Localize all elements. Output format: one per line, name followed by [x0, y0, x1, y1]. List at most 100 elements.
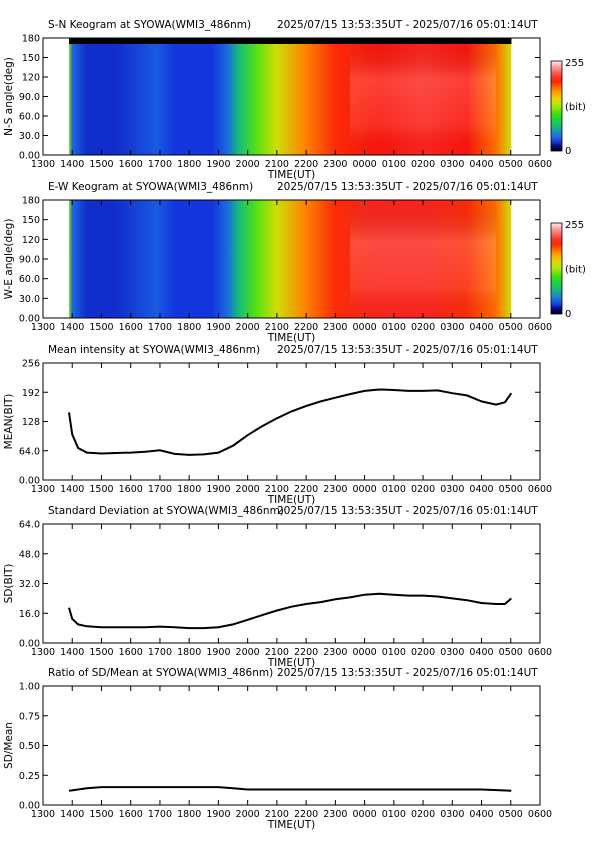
keogram-bright-core — [349, 38, 497, 155]
y-tick-label: 0.75 — [19, 711, 40, 722]
keogram-bright-core — [349, 200, 497, 318]
y-tick-label: 0.00 — [19, 151, 40, 162]
x-tick-label: 2100 — [265, 809, 289, 820]
colorbar-min-label: 0 — [565, 309, 571, 320]
panel-5: Ratio of SD/Mean at SYOWA(WMI3_486nm) 202… — [3, 667, 552, 831]
x-tick-label: 1700 — [148, 322, 172, 333]
x-tick-label: 1300 — [31, 809, 55, 820]
y-tick-label: 120 — [22, 235, 40, 246]
y-tick-label: 0.25 — [19, 771, 40, 782]
x-tick-label: 0000 — [352, 159, 376, 170]
x-tick-label: 0600 — [528, 647, 552, 658]
x-tick-label: 2100 — [265, 159, 289, 170]
x-tick-label: 0200 — [411, 159, 435, 170]
y-tick-label: 128 — [22, 417, 40, 428]
y-tick-label: 30.0 — [19, 131, 40, 142]
y-tick-label: 180 — [22, 196, 40, 207]
x-tick-label: 1400 — [60, 322, 84, 333]
x-tick-label: 1600 — [119, 484, 143, 495]
panel-title: Ratio of SD/Mean at SYOWA(WMI3_486nm) — [48, 667, 273, 679]
x-tick-label: 2300 — [323, 484, 347, 495]
panel-title: Mean intensity at SYOWA(WMI3_486nm) — [48, 344, 260, 356]
panel-time-range: 2025/07/15 13:53:35UT - 2025/07/16 05:01… — [277, 667, 538, 679]
y-tick-label: 48.0 — [19, 549, 40, 560]
x-tick-label: 1600 — [119, 322, 143, 333]
x-tick-label: 2300 — [323, 322, 347, 333]
keogram-top-band — [69, 38, 512, 44]
x-tick-label: 1600 — [119, 809, 143, 820]
x-tick-label: 0100 — [382, 647, 406, 658]
x-tick-label: 2300 — [323, 647, 347, 658]
panel-3: Mean intensity at SYOWA(WMI3_486nm) 2025/… — [3, 344, 552, 506]
y-tick-label: 30.0 — [19, 294, 40, 305]
x-tick-label: 0500 — [499, 809, 523, 820]
x-tick-label: 0400 — [469, 322, 493, 333]
x-tick-label: 2000 — [236, 647, 260, 658]
y-axis-label: W-E angle(deg) — [3, 219, 15, 300]
panel-title: S-N Keogram at SYOWA(WMI3_486nm) — [48, 19, 251, 31]
x-tick-label: 0000 — [352, 484, 376, 495]
panel-1: S-N Keogram at SYOWA(WMI3_486nm) 2025/07/… — [3, 19, 586, 181]
y-tick-label: 256 — [22, 359, 40, 370]
x-tick-label: 1700 — [148, 484, 172, 495]
x-tick-label: 0100 — [382, 322, 406, 333]
x-tick-label: 1500 — [89, 809, 113, 820]
x-tick-label: 2100 — [265, 647, 289, 658]
y-tick-label: 0.50 — [19, 741, 40, 752]
plot-frame — [42, 362, 541, 481]
x-axis-label: TIME(UT) — [267, 819, 316, 831]
x-tick-label: 1400 — [60, 809, 84, 820]
y-tick-label: 192 — [22, 388, 40, 399]
series-line — [68, 786, 512, 792]
y-tick-label: 0.00 — [19, 639, 40, 650]
x-tick-label: 0300 — [440, 484, 464, 495]
x-tick-label: 2200 — [294, 322, 318, 333]
y-axis-label: SD(BIT) — [3, 564, 15, 604]
x-tick-label: 0300 — [440, 159, 464, 170]
y-tick-label: 120 — [22, 73, 40, 84]
y-tick-label: 180 — [22, 34, 40, 45]
x-axis-label: TIME(UT) — [267, 169, 316, 181]
colorbar-unit-label: (bit) — [565, 102, 586, 113]
x-tick-label: 0300 — [440, 322, 464, 333]
x-tick-label: 1400 — [60, 159, 84, 170]
y-tick-label: 0.00 — [19, 801, 40, 812]
x-tick-label: 1300 — [31, 322, 55, 333]
x-axis-label: TIME(UT) — [267, 332, 316, 344]
x-tick-label: 1500 — [89, 159, 113, 170]
x-tick-label: 1400 — [60, 484, 84, 495]
panel-title: Standard Deviation at SYOWA(WMI3_486nm) — [48, 505, 284, 517]
y-tick-label: 0.00 — [19, 476, 40, 487]
y-tick-label: 0.00 — [19, 314, 40, 325]
x-tick-label: 2100 — [265, 322, 289, 333]
x-tick-label: 0500 — [499, 159, 523, 170]
colorbar-max-label: 255 — [565, 58, 584, 69]
x-axis-label: TIME(UT) — [267, 657, 316, 669]
x-tick-label: 0600 — [528, 484, 552, 495]
panel-time-range: 2025/07/15 13:53:35UT - 2025/07/16 05:01… — [277, 344, 538, 356]
plot-frame — [42, 523, 541, 644]
y-tick-label: 60.0 — [19, 274, 40, 285]
x-tick-label: 1500 — [89, 484, 113, 495]
x-tick-label: 2200 — [294, 159, 318, 170]
y-tick-label: 60.0 — [19, 112, 40, 123]
y-tick-label: 64.0 — [19, 520, 40, 531]
x-tick-label: 0300 — [440, 647, 464, 658]
x-tick-label: 0600 — [528, 322, 552, 333]
series-line — [68, 592, 512, 630]
x-tick-label: 0100 — [382, 809, 406, 820]
y-tick-label: 16.0 — [19, 609, 40, 620]
x-tick-label: 1900 — [206, 647, 230, 658]
x-tick-label: 1600 — [119, 159, 143, 170]
panel-2: E-W Keogram at SYOWA(WMI3_486nm) 2025/07/… — [3, 181, 586, 344]
x-tick-label: 2200 — [294, 809, 318, 820]
x-tick-label: 0400 — [469, 809, 493, 820]
x-tick-label: 2000 — [236, 809, 260, 820]
x-tick-label: 0000 — [352, 322, 376, 333]
x-tick-label: 2100 — [265, 484, 289, 495]
x-tick-label: 1600 — [119, 647, 143, 658]
colorbar-min-label: 0 — [565, 146, 571, 157]
x-tick-label: 0100 — [382, 159, 406, 170]
